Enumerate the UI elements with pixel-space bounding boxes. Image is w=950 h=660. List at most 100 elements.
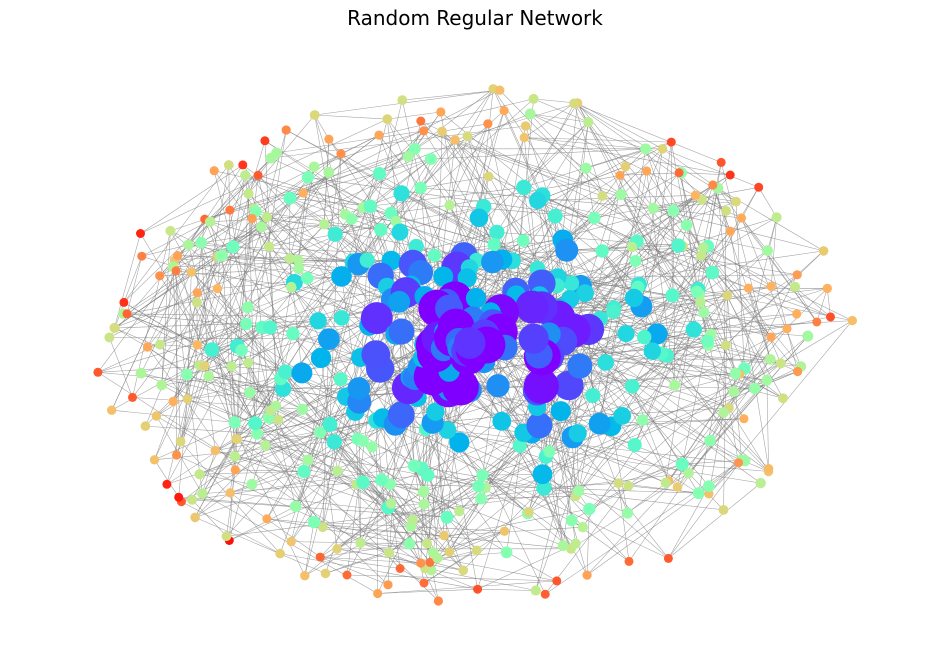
network-node bbox=[518, 323, 549, 354]
network-node bbox=[512, 438, 527, 453]
network-node bbox=[766, 332, 776, 342]
network-edge bbox=[496, 232, 683, 247]
network-node bbox=[517, 234, 530, 247]
network-edge bbox=[181, 465, 415, 502]
network-node bbox=[704, 434, 716, 447]
network-edge bbox=[258, 175, 495, 245]
network-edge bbox=[535, 210, 674, 591]
network-edge bbox=[388, 552, 439, 602]
network-edge bbox=[827, 288, 831, 317]
network-node bbox=[523, 507, 534, 517]
network-edge bbox=[109, 292, 198, 338]
network-edge bbox=[537, 166, 626, 201]
network-edge bbox=[766, 380, 769, 469]
network-node bbox=[749, 382, 761, 395]
network-edge bbox=[390, 110, 505, 214]
network-node bbox=[793, 366, 803, 377]
network-edge bbox=[229, 456, 236, 493]
network-edge bbox=[197, 261, 354, 346]
network-node bbox=[192, 340, 202, 350]
network-edge bbox=[177, 255, 413, 521]
network-node bbox=[550, 401, 571, 422]
network-edge bbox=[215, 450, 389, 508]
network-node bbox=[812, 317, 822, 327]
network-edge bbox=[172, 198, 291, 402]
network-node bbox=[225, 205, 235, 215]
network-node bbox=[297, 464, 311, 478]
network-node bbox=[382, 114, 393, 124]
network-edge bbox=[251, 445, 266, 485]
network-edge bbox=[662, 148, 759, 188]
network-edge bbox=[145, 256, 218, 427]
network-node bbox=[416, 558, 426, 568]
network-node bbox=[519, 132, 529, 143]
network-edge bbox=[387, 111, 441, 120]
network-edge bbox=[320, 556, 401, 569]
network-edge bbox=[229, 506, 296, 541]
network-node bbox=[110, 323, 120, 333]
network-edge bbox=[291, 541, 410, 544]
network-edge bbox=[725, 274, 798, 346]
network-node bbox=[175, 436, 186, 447]
network-edge bbox=[253, 175, 259, 209]
network-edge bbox=[303, 148, 415, 194]
network-node bbox=[331, 266, 352, 287]
network-edge bbox=[530, 113, 646, 150]
network-edge bbox=[688, 335, 809, 474]
network-edge bbox=[254, 422, 308, 461]
network-edge bbox=[482, 474, 583, 528]
network-node bbox=[243, 357, 254, 368]
network-node bbox=[721, 206, 731, 216]
network-edge bbox=[449, 204, 595, 219]
network-edge bbox=[159, 268, 299, 277]
network-edge bbox=[748, 288, 771, 360]
network-edge bbox=[700, 162, 722, 256]
network-node bbox=[273, 414, 284, 425]
network-edge bbox=[376, 420, 390, 553]
network-node bbox=[789, 281, 801, 292]
network-node bbox=[433, 266, 454, 287]
network-node bbox=[199, 361, 210, 371]
network-node bbox=[613, 407, 632, 425]
network-edge bbox=[571, 520, 588, 576]
network-edge bbox=[319, 432, 338, 549]
network-edge bbox=[229, 433, 258, 541]
network-edge bbox=[220, 256, 295, 283]
network-node bbox=[492, 411, 512, 431]
network-edge bbox=[280, 553, 478, 590]
network-node bbox=[301, 271, 314, 285]
network-edge bbox=[187, 388, 284, 400]
network-node bbox=[309, 312, 327, 330]
network-node bbox=[298, 188, 308, 198]
network-edge bbox=[577, 102, 709, 346]
network-edge bbox=[314, 89, 500, 116]
network-node bbox=[471, 545, 482, 556]
network-edge bbox=[442, 123, 488, 132]
node-layer bbox=[93, 84, 857, 606]
network-edge bbox=[542, 380, 768, 475]
network-node bbox=[418, 485, 430, 497]
network-edge bbox=[147, 346, 188, 375]
network-edge bbox=[636, 241, 705, 313]
network-node bbox=[646, 323, 668, 345]
network-edge bbox=[230, 471, 304, 494]
network-node bbox=[384, 547, 394, 558]
network-node bbox=[142, 342, 153, 352]
network-node bbox=[223, 160, 234, 170]
network-edge bbox=[680, 172, 698, 292]
network-node bbox=[387, 401, 415, 429]
network-edge bbox=[709, 336, 772, 441]
network-edge bbox=[204, 172, 330, 367]
network-edge bbox=[194, 492, 231, 518]
network-node bbox=[483, 171, 494, 182]
network-node bbox=[286, 281, 297, 293]
network-edge bbox=[686, 174, 731, 226]
network-node bbox=[615, 189, 627, 200]
network-node bbox=[154, 339, 165, 350]
network-edge bbox=[573, 184, 713, 331]
network-node bbox=[388, 290, 411, 313]
network-edge bbox=[585, 141, 672, 169]
network-edge bbox=[304, 474, 483, 576]
network-node bbox=[156, 379, 167, 391]
